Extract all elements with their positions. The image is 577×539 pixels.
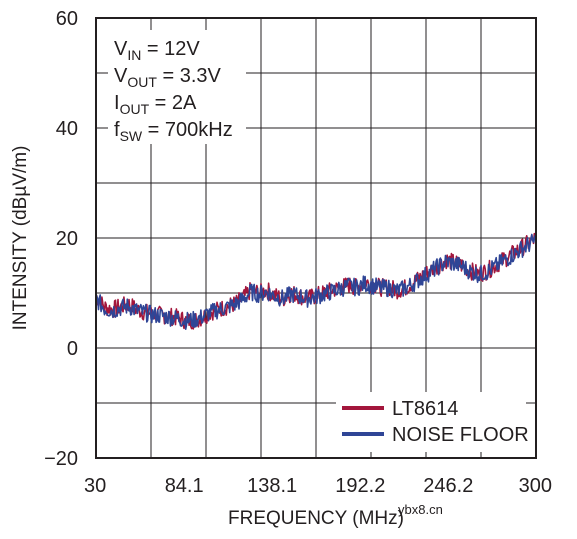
x-tick-label: 84.1 — [165, 475, 204, 497]
y-axis-title: INTENSITY (dBµV/m) — [10, 146, 31, 331]
legend: LT8614 NOISE FLOOR — [336, 392, 529, 452]
series-layer — [95, 231, 537, 330]
legend-label: LT8614 — [392, 398, 458, 420]
x-tick-label: 246.2 — [423, 475, 473, 497]
watermark-text: ybx8.cn — [398, 502, 443, 517]
y-tick-label: −20 — [44, 448, 78, 470]
annotation-line: VIN = 12V — [114, 38, 200, 63]
x-axis-title: FREQUENCY (MHz) — [228, 508, 404, 529]
legend-box — [336, 392, 526, 452]
y-tick-label: 20 — [56, 228, 78, 250]
annotation-box — [108, 30, 246, 144]
y-tick-label: 0 — [67, 338, 78, 360]
y-tick-label: 60 — [56, 8, 78, 30]
x-tick-label: 300 — [519, 475, 552, 497]
series-line-noise-floor — [95, 233, 537, 330]
y-tick-label: 40 — [56, 118, 78, 140]
annotation-line: fSW = 700kHz — [114, 119, 233, 144]
x-tick-label: 138.1 — [247, 475, 297, 497]
annotation-line: IOUT = 2A — [114, 92, 197, 117]
x-tick-label: 192.2 — [335, 475, 385, 497]
legend-label: NOISE FLOOR — [392, 424, 529, 446]
plot-frame — [95, 17, 537, 459]
x-tick-label: 30 — [84, 475, 106, 497]
y-tick-labels: −20 0 20 40 60 — [44, 8, 78, 470]
annotation-line: VOUT = 3.3V — [114, 65, 222, 90]
x-tick-labels: 30 84.1 138.1 192.2 246.2 300 — [84, 475, 552, 497]
